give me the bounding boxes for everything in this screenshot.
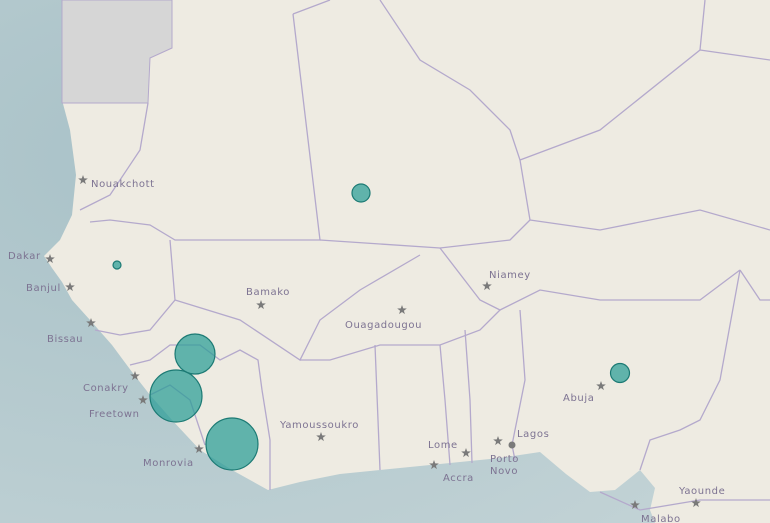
borders <box>79 0 770 511</box>
city-label: Banjul <box>26 283 61 294</box>
city-label: Conakry <box>83 383 129 394</box>
city-label: Accra <box>443 473 474 484</box>
city-label: Niamey <box>489 270 531 281</box>
city-label: Novo <box>490 466 518 477</box>
city-label: Malabo <box>641 514 681 523</box>
city-label: Dakar <box>8 251 41 262</box>
city-labels: Nouakchott Dakar Banjul Bissau Conakry F… <box>8 179 725 523</box>
city-label: Monrovia <box>143 458 194 469</box>
city-label: Yaounde <box>678 486 725 497</box>
city-label: Yamoussoukro <box>279 420 359 431</box>
city-label: Abuja <box>563 393 594 404</box>
city-label: Bamako <box>246 287 290 298</box>
city-label: Lagos <box>517 429 549 440</box>
city-label: Bissau <box>47 334 83 345</box>
city-label: Porto <box>490 454 519 465</box>
markers <box>45 175 701 510</box>
land <box>44 0 770 523</box>
western-sahara <box>61 0 173 104</box>
city-label: Lome <box>428 440 458 451</box>
bubbles <box>112 183 631 471</box>
city-label: Ouagadougou <box>345 320 422 331</box>
city-label: Freetown <box>89 409 140 420</box>
city-label: Nouakchott <box>91 179 155 190</box>
